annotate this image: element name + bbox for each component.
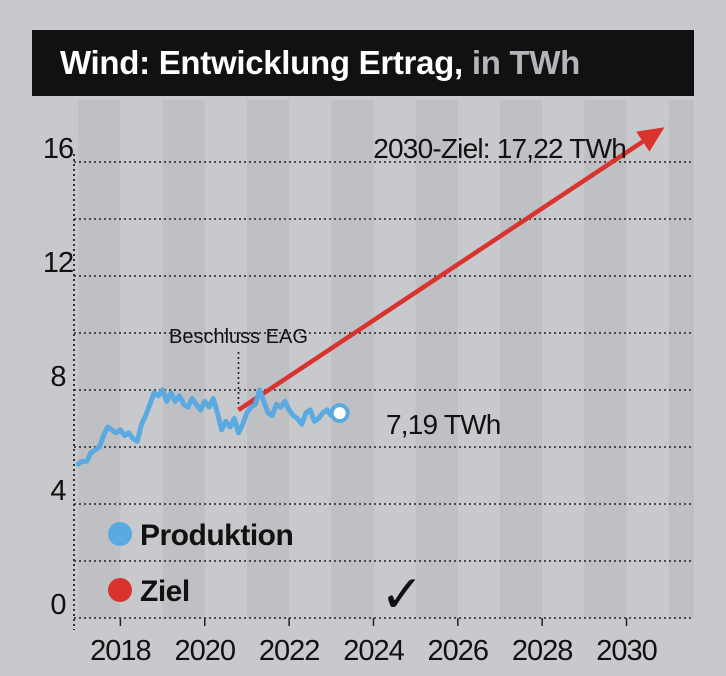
- x-tick-label: 2018: [90, 635, 151, 667]
- year-stripe: [584, 100, 627, 618]
- year-stripe: [162, 100, 205, 618]
- production-series: [75, 387, 350, 467]
- x-tick-label: 2020: [174, 635, 235, 667]
- x-tick-labels: 2018 2020 2022 2024 2026 2028 2030: [90, 635, 658, 667]
- grid-lines: [74, 161, 694, 619]
- year-stripe: [331, 100, 374, 618]
- chart-title-unit: in TWh: [471, 44, 581, 81]
- production-end-marker: [329, 403, 350, 424]
- chart-title: Wind: Entwicklung Ertrag, in TWh: [32, 30, 694, 96]
- year-stripe: [499, 100, 543, 618]
- chart-title-main: Wind: Entwicklung Ertrag,: [60, 44, 463, 81]
- x-tick-label: 2022: [259, 635, 320, 667]
- x-tick-label: 2028: [512, 635, 573, 667]
- legend-marker: [108, 522, 132, 546]
- checkmark-icon: ✓: [380, 565, 424, 625]
- legend: Produktion Ziel ✓: [108, 519, 424, 625]
- year-stripes: [78, 100, 694, 618]
- target-label: 2030-Ziel: 17,22 TWh: [373, 133, 626, 164]
- x-tick-label: 2026: [428, 635, 489, 667]
- y-tick-label: 8: [50, 361, 65, 393]
- year-stripe: [246, 100, 290, 618]
- axes: [73, 154, 628, 630]
- legend-label: Ziel: [140, 575, 190, 608]
- eag-label: Beschluss EAG: [169, 326, 308, 348]
- annotation-labels: 2030-Ziel: 17,22 TWh 7,19 TWh: [373, 133, 627, 440]
- y-tick-label: 0: [50, 589, 65, 621]
- x-tick-label: 2024: [343, 635, 404, 667]
- target-line: [237, 139, 645, 412]
- x-tick-label: 2030: [596, 635, 657, 667]
- current-value-label: 7,19 TWh: [386, 409, 500, 440]
- year-stripe: [668, 100, 694, 618]
- target-series: [237, 127, 665, 412]
- year-stripe: [415, 100, 458, 618]
- y-tick-label: 16: [43, 133, 73, 165]
- eag-annotation: Beschluss EAG: [169, 326, 308, 410]
- y-tick-label: 4: [50, 475, 66, 507]
- legend-label: Produktion: [140, 519, 293, 552]
- y-tick-labels: 16 12 8 4 0: [43, 133, 74, 621]
- production-line: [75, 387, 343, 467]
- y-tick-label: 12: [43, 247, 73, 279]
- target-arrowhead: [636, 127, 665, 152]
- legend-marker: [108, 578, 132, 602]
